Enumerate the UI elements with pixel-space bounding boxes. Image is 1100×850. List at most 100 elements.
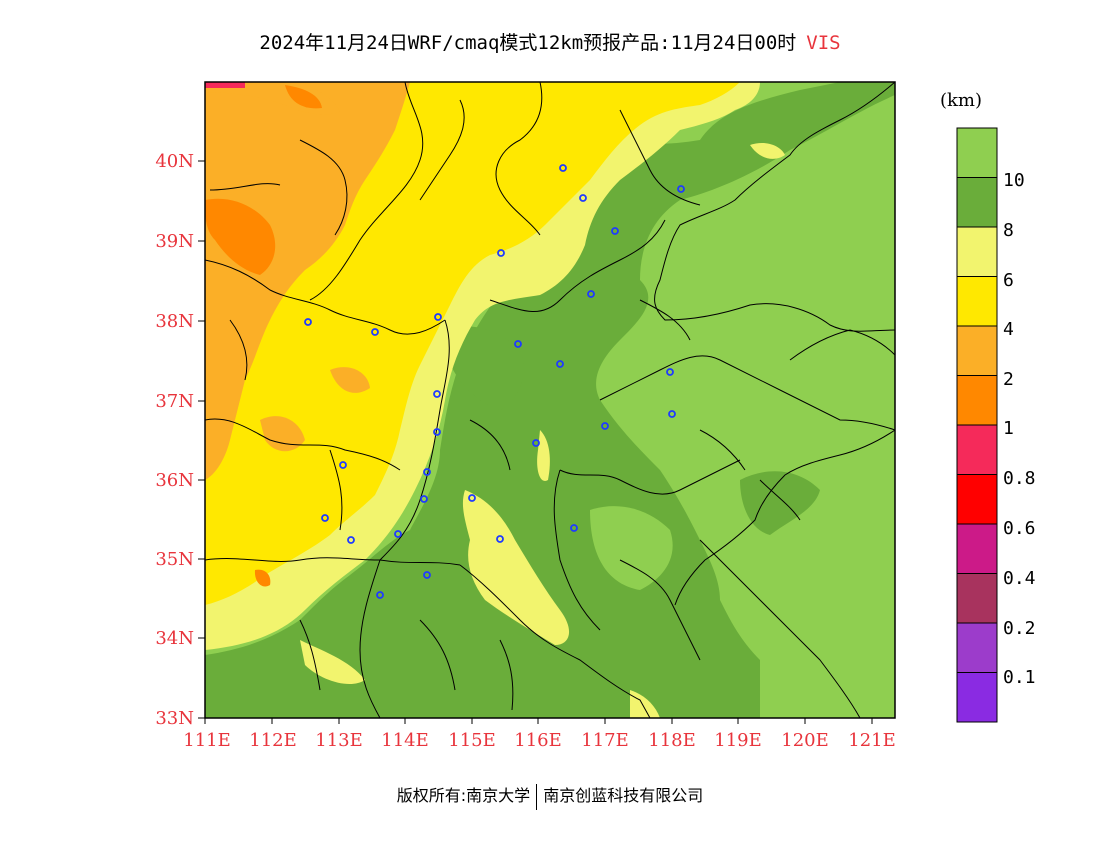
lon-label: 113E: [315, 730, 363, 751]
legend-swatch: [956, 276, 998, 327]
lon-label: 116E: [514, 730, 562, 751]
vis-region-1-2-north: [285, 85, 322, 109]
lat-label: 40N: [155, 151, 194, 172]
city-marker: [423, 468, 431, 476]
city-marker: [347, 536, 355, 544]
lon-label: 115E: [448, 730, 496, 751]
legend-swatch: [956, 672, 998, 723]
city-marker: [579, 194, 587, 202]
city-marker: [321, 514, 329, 522]
coastline-bohai: [654, 82, 895, 332]
city-marker: [339, 461, 347, 469]
lon-label: 114E: [381, 730, 429, 751]
title-main: 2024年11月24日WRF/cmaq模式12km预报产品:11月24日00时: [259, 32, 797, 54]
lat-label: 37N: [155, 391, 194, 412]
latitude-labels: 40N 39N 38N 37N 36N 35N 34N 33N: [155, 151, 194, 729]
city-marker: [514, 340, 522, 348]
vis-patch-gt10-inner: [590, 506, 673, 590]
visibility-field: [205, 82, 895, 718]
legend-label: 1: [1003, 418, 1014, 439]
city-marker: [420, 495, 428, 503]
footer-company: 南京创蓝科技有限公司: [543, 786, 704, 805]
legend-label: 8: [1003, 220, 1014, 241]
city-marker: [394, 530, 402, 538]
vis-patch-6-8-sw: [300, 640, 365, 685]
axis-ticks: [198, 160, 873, 724]
city-marker: [371, 328, 379, 336]
legend-swatch: [956, 523, 998, 574]
city-marker: [423, 571, 431, 579]
footer-separator: [536, 783, 538, 810]
city-marker: [587, 290, 595, 298]
city-marker: [611, 227, 619, 235]
legend-swatch: [956, 573, 998, 624]
lon-label: 119E: [714, 730, 762, 751]
lat-label: 39N: [155, 231, 194, 252]
legend-swatch: [956, 375, 998, 426]
city-marker: [433, 428, 441, 436]
city-marker: [434, 313, 442, 321]
map-title: 2024年11月24日WRF/cmaq模式12km预报产品:11月24日00时 V…: [0, 28, 1100, 55]
vis-patch-6-8-small: [537, 430, 550, 481]
city-marker: [376, 591, 384, 599]
lon-label: 117E: [581, 730, 629, 751]
longitude-labels: 111E 112E 113E 114E 115E 116E 117E 118E …: [183, 730, 896, 751]
legend-label: 2: [1003, 369, 1014, 390]
vis-region-1-2-south: [254, 569, 271, 587]
vis-patch-6-8-ne: [750, 143, 785, 159]
city-marker: [666, 368, 674, 376]
vis-patch-8-10-center: [440, 326, 524, 410]
city-marker: [601, 422, 609, 430]
legend-swatch: [956, 424, 998, 475]
legend-labels: 10 8 6 4 2 1 0.8 0.6 0.4 0.2 0.1: [1003, 170, 1036, 688]
legend-swatch: [956, 226, 998, 277]
coastline-yellow-sea: [674, 429, 895, 606]
city-marker: [677, 185, 685, 193]
footer-owner: 版权所有:南京大学: [396, 786, 531, 805]
lon-label: 112E: [249, 730, 297, 751]
vis-region-0.8-1: [205, 82, 245, 88]
legend-swatch: [956, 622, 998, 673]
vis-region-2-4: [205, 82, 410, 480]
lon-label: 118E: [648, 730, 696, 751]
lon-label: 111E: [183, 730, 231, 751]
legend-label: 0.4: [1003, 568, 1036, 589]
vis-patch-2-4-b: [330, 367, 370, 393]
legend-label: 0.2: [1003, 618, 1036, 639]
city-marker: [468, 494, 476, 502]
city-marker: [433, 390, 441, 398]
legend-label: 6: [1003, 270, 1014, 291]
legend-swatch: [956, 127, 998, 178]
lon-label: 121E: [848, 730, 896, 751]
admin-boundaries: [205, 82, 895, 718]
lon-label: 120E: [781, 730, 829, 751]
vis-tongue-6-8: [462, 490, 570, 645]
legend-unit: (km): [940, 90, 983, 111]
map-frame: [204, 81, 896, 719]
city-marker: [532, 439, 540, 447]
legend-label: 10: [1003, 170, 1025, 191]
city-marker: [556, 360, 564, 368]
legend-swatch: [956, 474, 998, 525]
lat-label: 38N: [155, 311, 194, 332]
city-marker: [304, 318, 312, 326]
lat-label: 36N: [155, 470, 194, 491]
vis-region-1-2-west: [205, 198, 276, 275]
legend-swatch: [956, 177, 998, 228]
vis-region-8-10: [205, 82, 895, 718]
city-markers: [304, 164, 685, 599]
legend-label: 0.8: [1003, 468, 1036, 489]
city-marker: [570, 524, 578, 532]
city-marker: [668, 410, 676, 418]
vis-patch-6-8-s: [630, 690, 660, 718]
lat-label: 33N: [155, 708, 194, 729]
lat-label: 34N: [155, 628, 194, 649]
copyright-footer: 版权所有:南京大学 南京创蓝科技有限公司: [0, 782, 1100, 810]
city-marker: [496, 535, 504, 543]
title-variable: VIS: [806, 32, 841, 54]
legend-colorbar: [956, 127, 998, 723]
lat-label: 35N: [155, 549, 194, 570]
legend-label: 4: [1003, 319, 1014, 340]
legend-label: 0.1: [1003, 667, 1036, 688]
